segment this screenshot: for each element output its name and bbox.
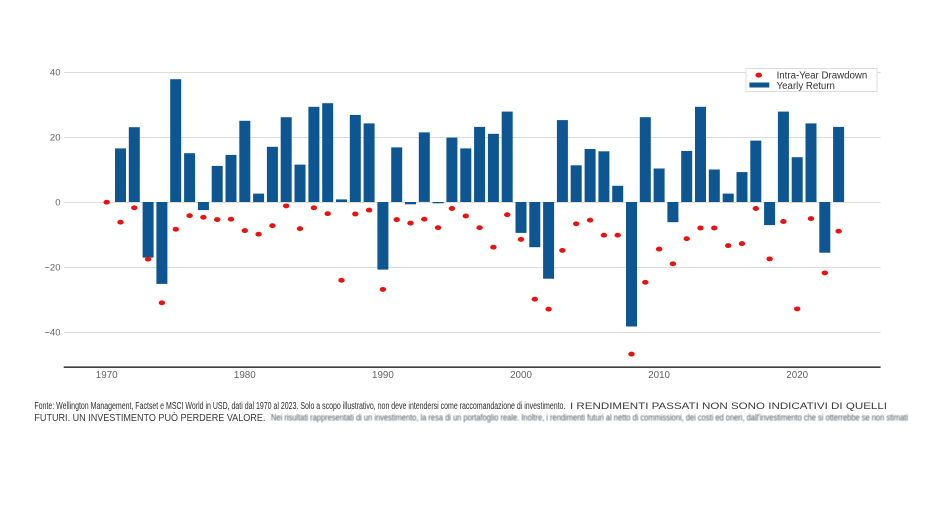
svg-text:2020: 2020 [786, 370, 808, 381]
svg-text:Yearly Return: Yearly Return [777, 81, 835, 92]
svg-text:Nei risultati rappresentati di: Nei risultati rappresentati di un invest… [271, 413, 908, 423]
svg-text:0: 0 [55, 197, 60, 208]
svg-text:40: 40 [50, 67, 61, 78]
svg-text:2000: 2000 [510, 370, 532, 381]
svg-text:FUTURI. UN INVESTIMENTO PUÒ PE: FUTURI. UN INVESTIMENTO PUÒ PERDERE VALO… [34, 413, 265, 424]
svg-text:Fonte: Wellington Management,: Fonte: Wellington Management, Factset e … [34, 401, 565, 412]
svg-text:1970: 1970 [96, 370, 118, 381]
svg-text:1990: 1990 [372, 370, 394, 381]
svg-text:I RENDIMENTI PASSATI NON SONO: I RENDIMENTI PASSATI NON SONO INDICATIVI… [570, 401, 887, 412]
svg-text:1980: 1980 [234, 370, 256, 381]
svg-text:−40: −40 [44, 327, 60, 338]
svg-text:2010: 2010 [648, 370, 670, 381]
svg-text:Intra-Year Drawdown: Intra-Year Drawdown [777, 70, 868, 81]
svg-text:−20: −20 [44, 262, 60, 273]
svg-text:20: 20 [50, 132, 61, 143]
